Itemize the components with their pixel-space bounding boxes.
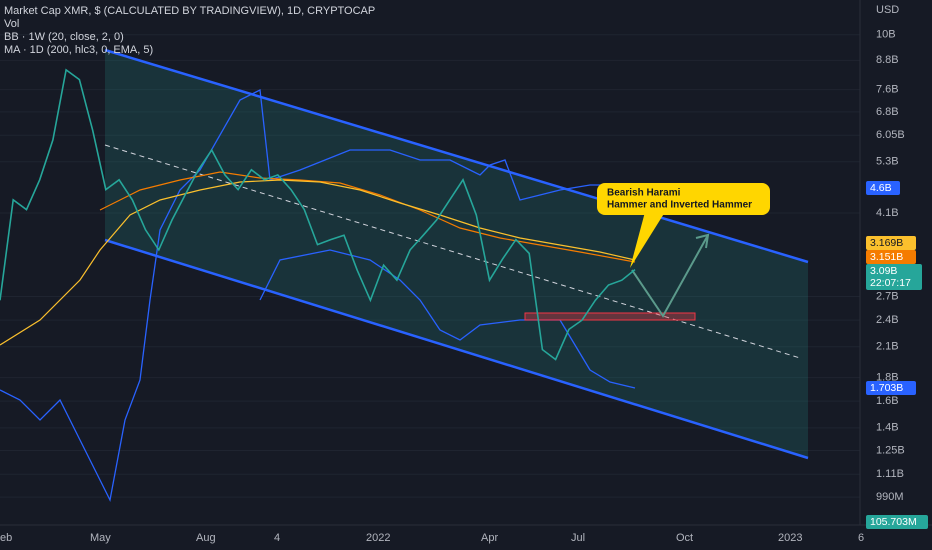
channel-lower: [104, 238, 809, 460]
grid: [0, 34, 860, 498]
y-tick-label: 2.1B: [876, 341, 899, 353]
channel-mid: [104, 144, 801, 359]
y-tick-label: 990M: [876, 491, 904, 503]
time-label: 6: [858, 532, 864, 544]
badge: [866, 381, 916, 395]
ma-yellow: [0, 179, 636, 346]
badge: [866, 250, 916, 264]
y-axis: 10B 8.8B 7.6B 6.8B 6.05B 5.3B 4.1B 2.7B 2.4B 2.1B…: [876, 29, 905, 503]
time-label: 2023: [778, 532, 802, 544]
indicator: Vol: [4, 18, 19, 30]
y-tick-label: 10B: [876, 29, 896, 41]
time-label: Aug: [196, 532, 216, 544]
time-label: May: [90, 532, 111, 544]
badge: [866, 515, 928, 529]
support-zone: [524, 312, 696, 321]
badge: [866, 264, 922, 290]
time-label: eb: [0, 532, 12, 544]
y-tick-label: 1.8B: [876, 371, 899, 383]
y-tick-label: 6.8B: [876, 106, 899, 118]
y-tick-label: 8.8B: [876, 54, 899, 66]
y-tick-label: 6.05B: [876, 129, 905, 141]
indicator: BB · 1W (20, close, 2, 0): [4, 31, 124, 43]
y-tick-label: 4.1B: [876, 207, 899, 219]
y-tick-label: 1.6B: [876, 395, 899, 407]
badge-text: 3.09B: [870, 265, 897, 277]
chart-title: Market Cap XMR, $ (CALCULATED BY TRADING…: [4, 5, 375, 17]
channel-fill: [105, 50, 808, 458]
time-label: 4: [274, 532, 280, 544]
bb-upper: [0, 89, 640, 503]
time-label: Oct: [676, 532, 693, 544]
time-label: Jul: [571, 532, 585, 544]
currency: USD: [876, 4, 899, 16]
bb-lower: [259, 249, 636, 389]
callout-pointer: [630, 212, 665, 268]
time-label: Apr: [481, 532, 498, 544]
time-label: 2022: [366, 532, 390, 544]
badge-text: 4.6B: [870, 182, 892, 194]
y-tick-label: 1.11B: [876, 468, 904, 480]
channel-upper: [104, 48, 809, 264]
ma-orange: [99, 171, 636, 263]
badge: [866, 236, 916, 250]
arrow-head: [695, 233, 710, 249]
annotation-line: Hammer and Inverted Hammer: [607, 200, 752, 211]
y-tick-label: 1.4B: [876, 422, 899, 434]
y-tick-label: 2.7B: [876, 290, 899, 302]
indicator: MA · 1D (200, hlc3, 0, EMA, 5): [4, 44, 153, 56]
y-tick-label: 7.6B: [876, 84, 899, 96]
badge-text: 105.703M: [870, 516, 917, 528]
badge-text: 3.169B: [870, 237, 903, 249]
badge-text: 1.703B: [870, 382, 903, 394]
projection-arrow: [631, 234, 709, 318]
y-tick-label: 2.4B: [876, 314, 899, 326]
price-line: [0, 68, 636, 361]
callout: [597, 183, 770, 215]
annotation-line: Bearish Harami: [607, 188, 681, 199]
badge-text: 22:07:17: [870, 277, 911, 289]
price-series: [0, 68, 636, 361]
y-tick-label: 5.3B: [876, 156, 899, 168]
badge: [866, 181, 900, 195]
y-tick-label: 1.25B: [876, 444, 905, 456]
badge-text: 3.151B: [870, 251, 903, 263]
